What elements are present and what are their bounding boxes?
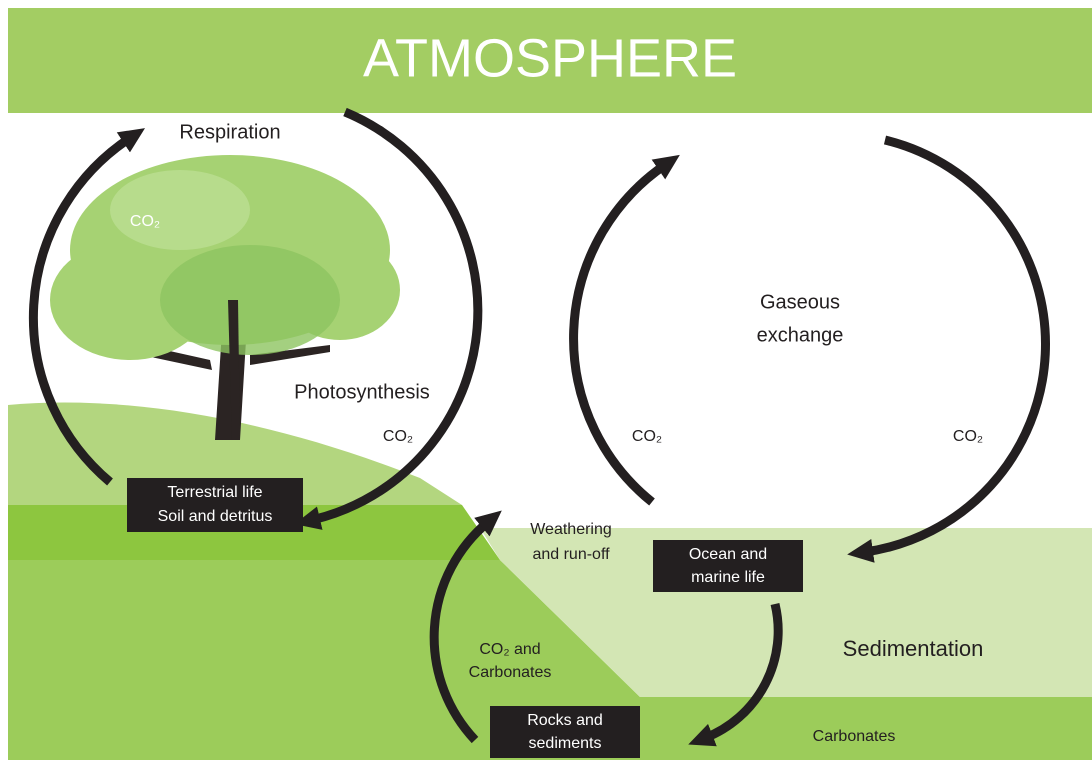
- co2-carbonates-label: CO₂ and: [479, 641, 540, 658]
- sedimentation-label: Sedimentation: [843, 636, 984, 661]
- co2-label: CO₂: [632, 428, 662, 445]
- atmosphere-title: ATMOSPHERE: [363, 28, 737, 88]
- co2-label: CO₂: [383, 428, 413, 445]
- terrestrial-box: Terrestrial life Soil and detritus: [127, 478, 303, 532]
- carbon-cycle-diagram: ATMOSPHERE Respiration CO₂ Photosynthesi…: [0, 0, 1092, 769]
- box-text: Soil and detritus: [158, 508, 273, 525]
- box-text: Ocean and: [689, 546, 767, 563]
- co2-label: CO₂: [953, 428, 983, 445]
- co2-carbonates-label: Carbonates: [469, 664, 552, 681]
- photosynthesis-label: Photosynthesis: [294, 381, 430, 403]
- box-text: Rocks and: [527, 712, 603, 729]
- weathering-label: and run-off: [532, 546, 610, 563]
- gaseous-label: exchange: [757, 324, 844, 346]
- co2-label: CO₂: [130, 213, 160, 230]
- respiration-label: Respiration: [179, 121, 280, 143]
- ocean-release-arrow: [574, 165, 665, 502]
- box-text: Terrestrial life: [167, 484, 262, 501]
- box-text: marine life: [691, 569, 765, 586]
- gaseous-label: Gaseous: [760, 291, 840, 313]
- box-text: sediments: [529, 735, 602, 752]
- carbonates-label: Carbonates: [813, 728, 896, 745]
- ocean-box: Ocean and marine life: [653, 540, 803, 592]
- ocean-uptake-arrow: [865, 140, 1045, 552]
- weathering-label: Weathering: [530, 521, 612, 538]
- rocks-box: Rocks and sediments: [490, 706, 640, 758]
